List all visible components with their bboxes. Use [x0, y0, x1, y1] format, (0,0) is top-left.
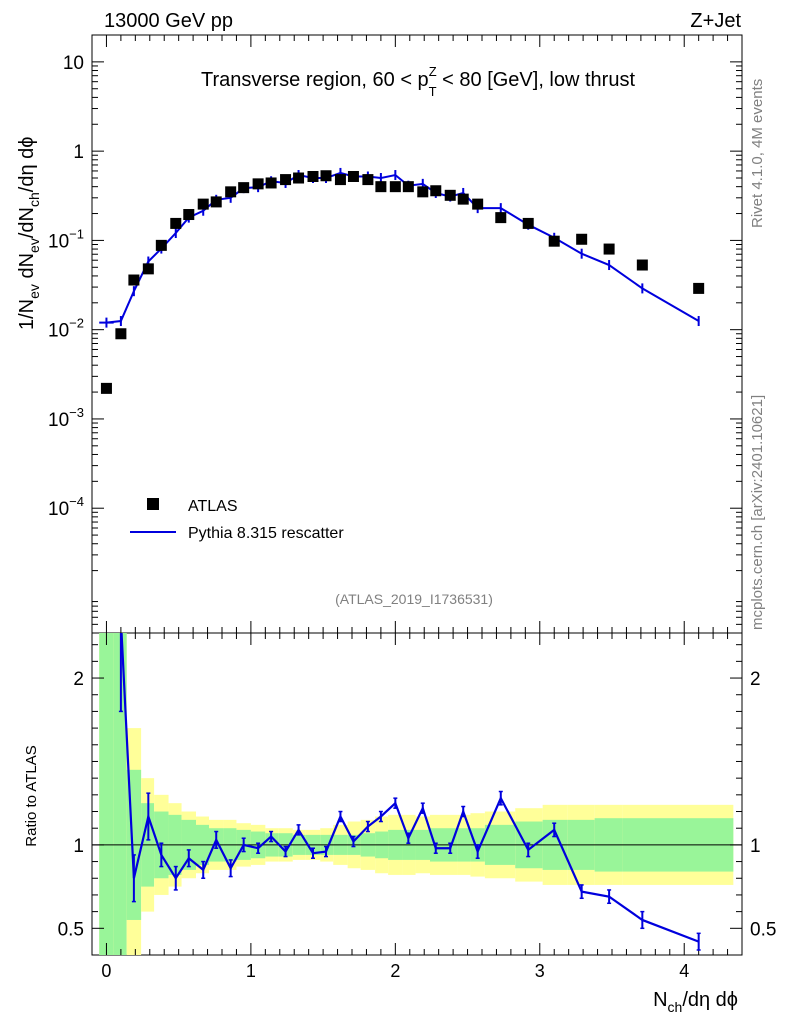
ratio-tick-label-left: 0.5 — [58, 919, 84, 940]
data-point — [307, 170, 319, 182]
y-tick-label: 10−4 — [48, 494, 84, 520]
data-point — [100, 382, 112, 394]
data-point — [115, 328, 127, 340]
data-point — [293, 172, 305, 184]
data-point — [375, 181, 387, 193]
y-tick-label: 10 — [63, 53, 84, 74]
ratio-uncertainty-bands — [99, 633, 734, 955]
data-point — [548, 235, 560, 247]
mc-series-ratio — [118, 633, 701, 951]
data-point — [280, 174, 292, 186]
data-point — [238, 182, 250, 194]
ratio-band-inner — [113, 633, 127, 955]
legend-data-label: ATLAS — [188, 498, 238, 515]
ratio-clipped-group — [118, 633, 701, 951]
ratio-axis-ticks: 2 2 1 1 0.5 0.5 — [58, 644, 776, 940]
data-point — [252, 178, 264, 190]
data-point — [576, 233, 588, 245]
ratio-panel-frame — [91, 632, 743, 956]
side-mcplots-info: mcplots.cern.ch [arXiv:2401.10621] — [749, 395, 766, 630]
ratio-band-inner — [99, 633, 114, 955]
data-point — [197, 198, 209, 210]
main-y-axis-label: 1/Nev dNev/dNch/dη dϕ — [16, 137, 42, 330]
data-point — [142, 263, 154, 275]
y-tick-label: 10−3 — [48, 405, 84, 431]
chart-title: Transverse region, 60 < pZ T < 80 [GeV], … — [201, 64, 635, 99]
data-point — [430, 185, 442, 197]
data-point — [495, 212, 507, 224]
data-point — [225, 186, 237, 198]
x-tick-label: 1 — [246, 961, 256, 981]
x-tick-label: 2 — [390, 961, 400, 981]
ratio-tick-label-right: 0.5 — [750, 919, 776, 940]
data-point — [183, 209, 195, 221]
ratio-y-axis-label: Ratio to ATLAS — [23, 745, 40, 846]
y-tick-label: 10−1 — [48, 226, 84, 252]
data-point — [362, 174, 374, 186]
data-point — [417, 186, 429, 198]
data-series-main — [100, 170, 705, 394]
header-left: 13000 GeV pp — [104, 10, 233, 32]
x-tick-label: 4 — [679, 961, 689, 981]
x-tick-label: 3 — [535, 961, 545, 981]
data-point — [636, 259, 648, 271]
analysis-id: (ATLAS_2019_I1736531) — [335, 591, 493, 607]
side-rivet-info: Rivet 4.1.0, 4M events — [749, 79, 766, 228]
data-point — [472, 198, 484, 210]
data-point — [265, 177, 277, 189]
data-point — [334, 174, 346, 186]
data-point — [603, 243, 615, 255]
data-point — [389, 181, 401, 193]
legend-data-marker — [147, 498, 159, 510]
data-point — [522, 217, 534, 229]
main-panel-frame — [91, 34, 743, 634]
data-point — [210, 196, 222, 208]
header-right: Z+Jet — [690, 10, 741, 32]
y-tick-label: 1 — [73, 142, 84, 163]
mc-ratio-line — [120, 633, 700, 943]
data-point — [128, 274, 140, 286]
main-axis-ticks: 0 1 2 3 4 10 1 10−1 10−2 10−3 10−4 — [48, 34, 743, 981]
ratio-tick-label-left: 2 — [73, 669, 84, 690]
data-point — [444, 189, 456, 201]
ratio-tick-label-right: 2 — [750, 669, 761, 690]
data-point — [320, 170, 332, 182]
y-tick-label: 10−2 — [48, 316, 84, 342]
data-point — [170, 217, 182, 229]
data-point — [347, 170, 359, 182]
legend-mc-label: Pythia 8.315 rescatter — [188, 525, 344, 542]
data-point — [402, 181, 414, 193]
data-point — [457, 193, 469, 205]
data-point — [155, 239, 167, 251]
x-tick-label: 0 — [101, 961, 111, 981]
ratio-tick-label-right: 1 — [750, 836, 761, 857]
ratio-tick-label-left: 1 — [73, 836, 84, 857]
data-point — [693, 282, 705, 294]
x-axis-label: Nch/dη dϕ — [653, 989, 738, 1015]
